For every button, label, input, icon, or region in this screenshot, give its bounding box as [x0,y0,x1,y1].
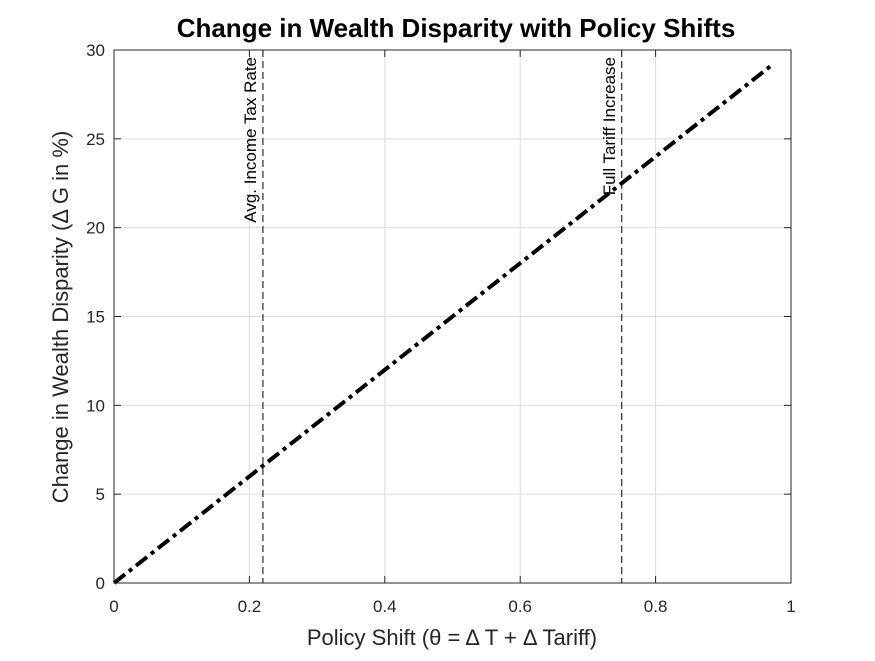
x-tick-label-3: 0.6 [508,597,532,616]
y-tick-label-6: 30 [86,41,105,60]
annotation-label-1: Full Tariff Increase [600,57,619,195]
x-axis-title: Policy Shift (θ = Δ T + Δ Tariff) [307,625,597,650]
y-tick-label-3: 15 [86,308,105,327]
y-tick-label-4: 20 [86,219,105,238]
annotation-label-0: Avg. Income Tax Rate [241,57,260,223]
axes [113,49,792,584]
y-tick-label-2: 10 [86,396,105,415]
y-tick-label-1: 5 [96,485,105,504]
y-tick-label-5: 25 [86,130,105,149]
annotations: Avg. Income Tax Rate Full Tariff Increase [241,50,623,583]
x-tick-label-0: 0 [109,597,118,616]
x-tick-label-2: 0.4 [373,597,397,616]
x-tick-label-4: 0.8 [644,597,668,616]
x-tick-label-1: 0.2 [238,597,262,616]
y-tick-label-0: 0 [96,574,105,593]
x-tick-label-5: 1 [786,597,795,616]
y-axis-title: Change in Wealth Disparity (Δ G in %) [48,131,73,504]
chart-title: Change in Wealth Disparity with Policy S… [177,13,736,43]
